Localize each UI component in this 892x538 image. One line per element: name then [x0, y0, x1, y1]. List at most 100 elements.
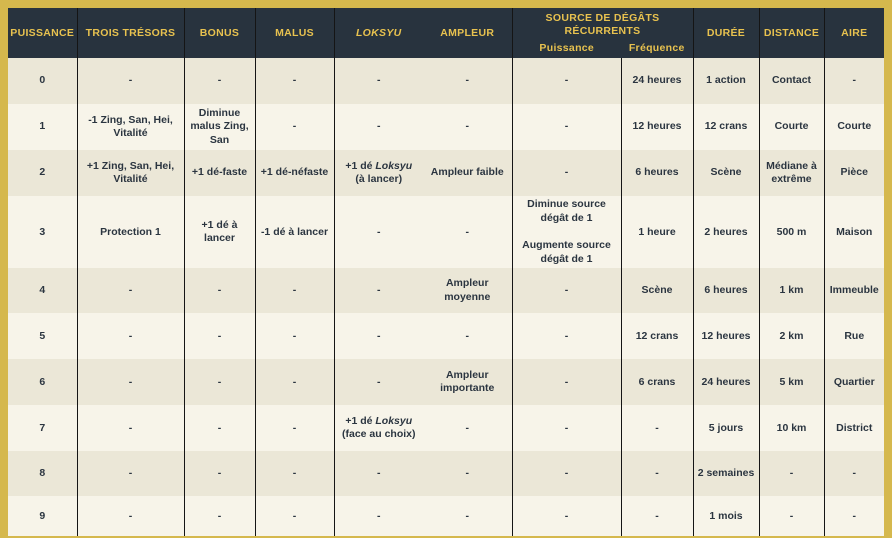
cell-bonus: - — [183, 268, 255, 314]
table-row: 7- - - +1 dé Loksyu (face au choix) - - -5 jour… — [8, 405, 884, 452]
cell-bonus: Diminue malus Zing, San — [183, 104, 255, 151]
cell-ampleur: - — [465, 509, 470, 522]
cell-distance: - — [758, 496, 824, 537]
cell-distance: - — [758, 451, 824, 497]
cell-loksyu: - — [333, 58, 423, 105]
cell-aire: - — [823, 58, 884, 105]
column-header-malus: MALUS — [254, 8, 334, 59]
table-row: 1 -1 Zing, San, Hei, Vitalité Diminue malu… — [8, 104, 884, 151]
table-row: 8-------2 semaines - - — [8, 451, 884, 497]
cell-loksyu: - — [333, 196, 423, 269]
cell-puissance-level: 4 — [39, 284, 46, 297]
cell-duree: 12 crans — [692, 104, 759, 151]
cell-source-puissance: - — [511, 405, 621, 452]
header-row-sub: Puissance Fréquence — [8, 39, 884, 59]
cell-duree: 5 jours — [692, 405, 759, 452]
cell-trois-tresors: - — [76, 451, 184, 497]
cell-loksyu: - — [333, 359, 423, 406]
column-header-distance: DISTANCE — [758, 8, 824, 59]
cell-source-puissance: - — [511, 58, 621, 105]
cell-aire: Pièce — [823, 150, 884, 197]
cell-ampleur: - — [465, 120, 470, 133]
cell-ampleur: - — [465, 467, 470, 480]
cell-bonus: - — [183, 451, 255, 497]
cell-source-frequence: 1 heure — [620, 196, 693, 269]
cell-source-puissance: Diminue source dégât de 1 Augmente source… — [511, 196, 621, 269]
cell-trois-tresors: - — [76, 313, 184, 360]
cell-distance: Courte — [758, 104, 824, 151]
cell-source-frequence: - — [620, 405, 693, 452]
cell-puissance-level: 3 — [39, 225, 46, 238]
cell-bonus: +1 dé-faste — [183, 150, 255, 197]
column-header-trois-tresors: TROIS TRÉSORS — [76, 8, 184, 59]
cell-loksyu: - — [333, 496, 423, 537]
cell-duree: 24 heures — [692, 359, 759, 406]
cell-puissance-level: 9 — [39, 509, 46, 522]
cell-source-puissance: - — [511, 104, 621, 151]
cell-bonus: - — [183, 313, 255, 360]
cell-duree: 2 semaines — [692, 451, 759, 497]
column-group-source-degats-recurrents: SOURCE DE DÉGÂTS RÉCURRENTS — [511, 8, 693, 40]
cell-source-puissance: - — [511, 359, 621, 406]
cell-trois-tresors: - — [76, 359, 184, 406]
cell-distance: 500 m — [758, 196, 824, 269]
cell-duree: 2 heures — [692, 196, 759, 269]
cell-duree: Scène — [692, 150, 759, 197]
cell-source-puissance: - — [511, 313, 621, 360]
cell-trois-tresors: -1 Zing, San, Hei, Vitalité — [76, 104, 184, 151]
cell-ampleur: - — [465, 225, 470, 238]
cell-trois-tresors: - — [76, 405, 184, 452]
cell-ampleur: - — [465, 329, 470, 342]
cell-ampleur: Ampleur importante — [440, 368, 495, 395]
cell-ampleur: - — [465, 74, 470, 87]
cell-source-puissance: - — [511, 451, 621, 497]
table-header: PUISSANCE TROIS TRÉSORS BONUS MALUS LOKS… — [8, 8, 884, 59]
cell-aire: Rue — [823, 313, 884, 360]
cell-source-puissance: - — [511, 268, 621, 314]
powers-table: PUISSANCE TROIS TRÉSORS BONUS MALUS LOKS… — [8, 8, 884, 537]
cell-distance: Médiane à extrême — [758, 150, 824, 197]
cell-duree: 1 mois — [692, 496, 759, 537]
cell-source-frequence: Scène — [620, 268, 693, 314]
cell-puissance-level: 6 — [39, 375, 46, 388]
cell-duree: 1 action — [692, 58, 759, 105]
cell-loksyu: +1 dé Loksyu (à lancer) — [333, 150, 423, 197]
table-row: 3 Protection 1 +1 dé à lancer -1 dé à lance… — [8, 196, 884, 269]
cell-puissance-level: 0 — [39, 74, 46, 87]
cell-distance: 10 km — [758, 405, 824, 452]
cell-trois-tresors: Protection 1 — [76, 196, 184, 269]
cell-source-frequence: - — [620, 451, 693, 497]
cell-aire: Quartier — [823, 359, 884, 406]
column-header-bonus: BONUS — [183, 8, 255, 59]
table-row: 0- - - - - -24 heures 1 action Contact - — [8, 58, 884, 105]
cell-puissance-level: 1 — [39, 120, 46, 133]
cell-loksyu: +1 dé Loksyu (face au choix) — [333, 405, 423, 452]
cell-bonus: +1 dé à lancer — [183, 196, 255, 269]
cell-bonus: - — [183, 359, 255, 406]
table-row: 4- - - - Ampleur moyenne - Scène 6 heures 1 km Im… — [8, 268, 884, 314]
cell-loksyu: - — [333, 104, 423, 151]
cell-malus: - — [254, 58, 334, 105]
header-row-main: PUISSANCE TROIS TRÉSORS BONUS MALUS LOKS… — [8, 8, 884, 59]
cell-distance: 2 km — [758, 313, 824, 360]
cell-malus: - — [254, 359, 334, 406]
cell-ampleur: Ampleur faible — [430, 166, 504, 179]
cell-loksyu: - — [333, 451, 423, 497]
cell-bonus: - — [183, 58, 255, 105]
cell-trois-tresors: - — [76, 268, 184, 314]
column-header-puissance: PUISSANCE — [8, 8, 77, 59]
column-header-loksyu: LOKSYU — [333, 8, 423, 59]
table-row: 2 +1 Zing, San, Hei, Vitalité +1 dé-faste +… — [8, 150, 884, 197]
cell-duree: 6 heures — [692, 268, 759, 314]
cell-source-frequence: 24 heures — [620, 58, 693, 105]
cell-malus: -1 dé à lancer — [254, 196, 334, 269]
column-subheader-frequence: Fréquence — [621, 39, 693, 59]
cell-distance: 1 km — [758, 268, 824, 314]
cell-source-frequence: 6 heures — [620, 150, 693, 197]
cell-aire: Courte — [823, 104, 884, 151]
cell-source-frequence: 12 crans — [620, 313, 693, 360]
cell-source-frequence: 12 heures — [620, 104, 693, 151]
column-subheader-puissance: Puissance — [511, 39, 621, 59]
table-row: 9-------1 mois - - — [8, 496, 884, 537]
